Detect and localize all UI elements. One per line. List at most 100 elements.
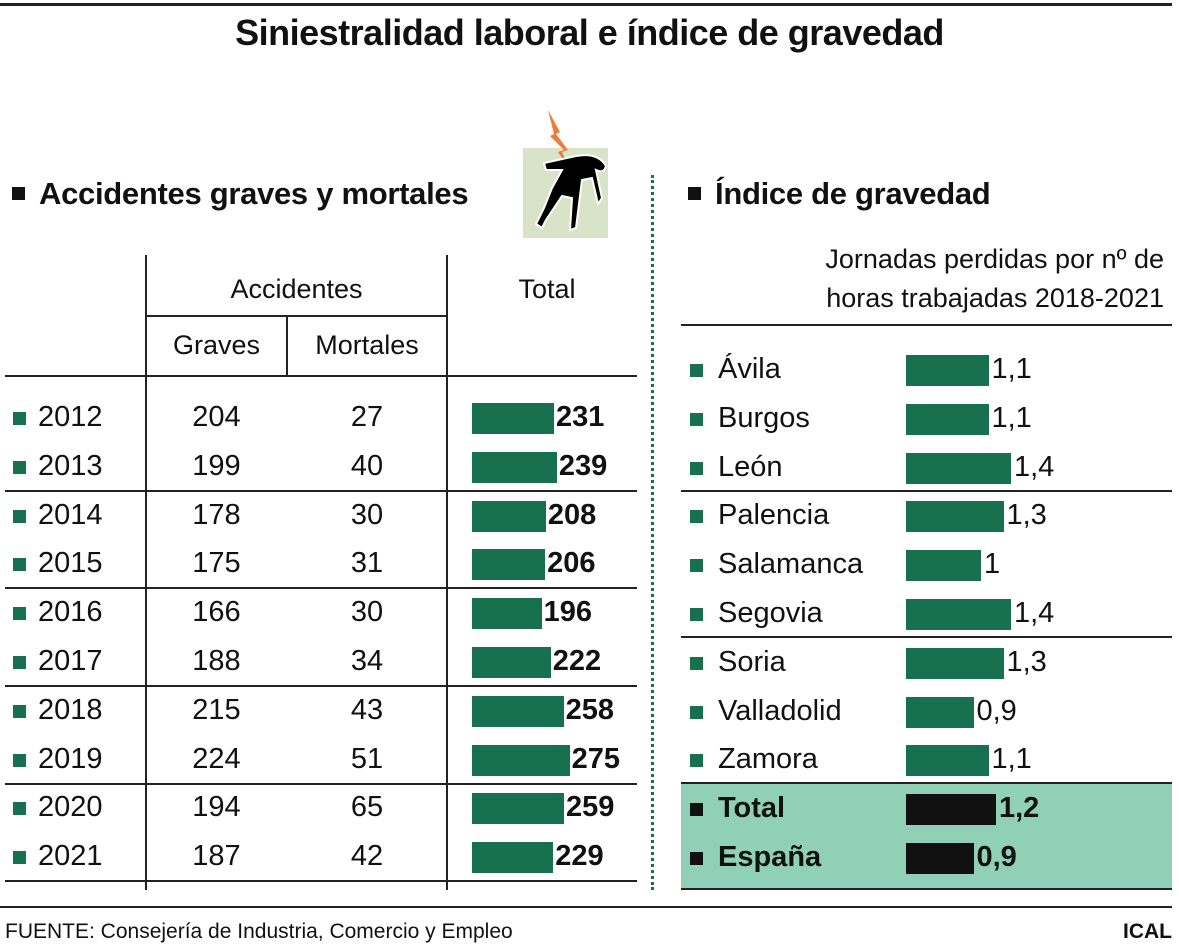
total-label: 222	[552, 645, 602, 677]
square-bullet-icon	[13, 704, 26, 718]
index-bar	[906, 843, 974, 874]
section-separator	[651, 175, 654, 890]
subtitle-line: horas trabajadas 2018-2021	[826, 283, 1164, 313]
group-divider	[5, 880, 637, 883]
region-label: Ávila	[718, 353, 781, 385]
index-bar	[906, 794, 996, 826]
square-bullet-icon	[13, 656, 26, 669]
year-label: 2014	[38, 498, 103, 531]
square-bullet-icon	[690, 803, 703, 817]
total-label: 239	[558, 449, 608, 482]
footer-credit: ICAL	[1123, 920, 1172, 943]
square-bullet-icon	[13, 607, 26, 621]
top-rule	[0, 3, 1172, 6]
index-bar	[906, 647, 1004, 679]
total-label: 196	[543, 596, 592, 629]
group-divider	[5, 782, 637, 785]
index-bar	[906, 599, 1011, 630]
region-label: Total	[718, 792, 786, 825]
total-label: 258	[565, 693, 614, 726]
region-label: Segovia	[718, 597, 823, 629]
region-label: Soria	[718, 645, 786, 678]
page-title: Siniestralidad laboral e índice de grave…	[235, 12, 944, 53]
square-bullet-icon	[13, 802, 26, 816]
total-bar	[472, 451, 557, 483]
year-label: 2018	[38, 693, 103, 726]
square-bullet-icon	[13, 412, 26, 425]
graves-value: 188	[192, 645, 241, 677]
square-bullet-icon	[690, 754, 703, 768]
divider	[286, 316, 288, 375]
square-bullet-icon	[690, 559, 703, 573]
right-heading-text: Índice de gravedad	[715, 176, 991, 211]
index-label: 1,4	[1014, 597, 1055, 629]
mortales-value: 30	[350, 596, 384, 629]
mortales-value: 27	[350, 401, 384, 433]
mortales-value: 42	[350, 840, 384, 873]
mortales-value: 31	[350, 547, 384, 580]
divider	[145, 255, 147, 890]
graves-value: 187	[192, 840, 241, 873]
right-subtitle: Jornadas perdidas por nº de horas trabaj…	[825, 240, 1164, 318]
square-bullet-icon	[12, 187, 25, 200]
graves-value: 215	[192, 693, 241, 726]
right-heading: Índice de gravedad	[688, 176, 991, 212]
region-label: Zamora	[718, 743, 818, 776]
subtitle-line: Jornadas perdidas por nº de	[825, 244, 1164, 274]
total-bar	[472, 500, 546, 532]
mortales-value: 51	[350, 742, 384, 775]
total-label: 229	[555, 840, 604, 873]
square-bullet-icon	[690, 608, 703, 621]
mortales-value: 65	[350, 791, 384, 824]
divider	[681, 324, 1172, 326]
square-bullet-icon	[690, 461, 703, 475]
index-bar	[906, 403, 989, 435]
injured-worker-icon	[523, 110, 608, 238]
index-label: 0,9	[976, 694, 1017, 727]
region-label: Palencia	[718, 499, 830, 532]
divider	[146, 315, 447, 317]
index-label: 0,9	[976, 841, 1017, 873]
index-label: 1,1	[991, 353, 1032, 385]
index-bar	[906, 355, 989, 386]
region-label: Valladolid	[718, 694, 842, 727]
mortales-value: 40	[350, 449, 384, 482]
square-bullet-icon	[13, 460, 26, 474]
square-bullet-icon	[688, 187, 701, 200]
index-label: 1,2	[999, 792, 1040, 825]
year-label: 2016	[38, 596, 103, 629]
graves-value: 224	[192, 742, 241, 775]
year-label: 2015	[38, 547, 103, 580]
header-total: Total	[518, 274, 576, 304]
left-heading-text: Accidentes graves y mortales	[39, 176, 469, 211]
footer-source: FUENTE: Consejería de Industria, Comerci…	[5, 920, 513, 943]
total-label: 206	[547, 547, 596, 580]
graves-value: 166	[192, 596, 241, 629]
total-label: 275	[571, 742, 621, 775]
group-divider	[5, 489, 637, 492]
total-bar	[472, 744, 570, 776]
year-label: 2013	[38, 449, 103, 482]
region-label: León	[718, 450, 783, 483]
left-heading: Accidentes graves y mortales	[12, 176, 469, 212]
total-bar	[472, 549, 546, 581]
divider	[446, 255, 448, 890]
year-label: 2012	[38, 401, 103, 433]
total-label: 208	[547, 498, 597, 531]
square-bullet-icon	[13, 851, 26, 865]
region-label: Salamanca	[718, 548, 864, 581]
mortales-value: 43	[350, 693, 384, 726]
square-bullet-icon	[690, 705, 703, 719]
group-divider	[681, 782, 1172, 785]
square-bullet-icon	[13, 558, 26, 572]
index-label: 1,4	[1014, 450, 1055, 483]
total-bar	[472, 598, 542, 630]
region-label: España	[718, 841, 822, 873]
year-label: 2020	[38, 791, 103, 824]
mortales-value: 30	[350, 498, 384, 531]
index-label: 1,1	[991, 743, 1032, 776]
footer-rule	[0, 906, 1172, 908]
total-label: 231	[556, 401, 605, 433]
graves-value: 199	[192, 449, 241, 482]
